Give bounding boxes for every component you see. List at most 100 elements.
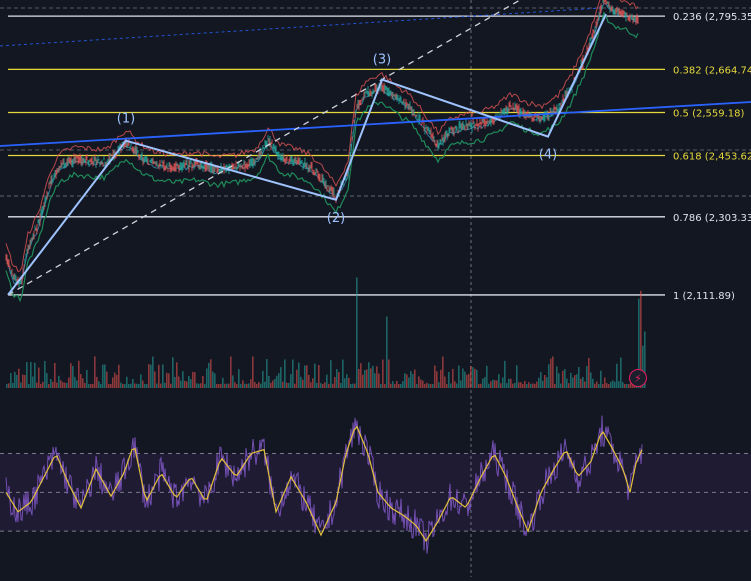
volume-bar: [368, 362, 370, 388]
volume-bar: [92, 383, 94, 388]
volume-bar: [62, 382, 64, 388]
volume-bar: [600, 370, 602, 388]
volume-bar: [414, 369, 416, 388]
trendline-blue: [0, 101, 751, 147]
volume-bar: [350, 383, 352, 388]
volume-bar: [106, 371, 108, 388]
volume-bar: [80, 374, 82, 388]
volume-bar: [286, 382, 288, 388]
volume-bar: [346, 374, 348, 388]
volume-bar: [148, 364, 150, 388]
volume-bar: [342, 359, 344, 388]
volume-bar: [584, 381, 586, 388]
volume-bar: [476, 369, 478, 388]
volume-bar: [258, 382, 260, 388]
volume-bar: [246, 383, 248, 388]
volume-bar: [94, 356, 96, 388]
volume-bar: [34, 362, 36, 388]
fib-label-0-618: 0.618 (2,453.62): [673, 152, 751, 163]
volume-bar: [116, 374, 118, 388]
volume-bar: [22, 374, 24, 388]
volume-bar: [10, 373, 12, 388]
volume-bar: [340, 382, 342, 388]
volume-bar: [140, 374, 142, 388]
volume-bar: [174, 376, 176, 388]
volume-bar: [54, 362, 56, 388]
volume-bar: [240, 383, 242, 388]
volume-bar: [316, 382, 318, 388]
volume-bar: [268, 375, 270, 388]
volume-bar: [86, 369, 88, 388]
volume-bar: [64, 382, 66, 388]
volume-bar: [556, 366, 558, 388]
volume-bar: [426, 382, 428, 388]
volume-bar: [84, 382, 86, 388]
volume-bar: [336, 369, 338, 388]
volume-bar: [614, 381, 616, 388]
volume-bar: [604, 377, 606, 388]
volume-bar: [300, 376, 302, 388]
volume-bar: [334, 377, 336, 388]
volume-bar: [170, 383, 172, 388]
volume-bar: [152, 356, 154, 388]
volume-bar: [530, 383, 532, 388]
volume-bar: [100, 383, 102, 388]
volume-bar: [528, 382, 530, 388]
volume-bar: [128, 383, 130, 388]
volume-bar: [438, 382, 440, 388]
volume-bar: [328, 383, 330, 388]
volume-bar: [624, 383, 626, 388]
volume-bar: [134, 383, 136, 388]
fib-label-0-382: 0.382 (2,664.74): [673, 65, 751, 76]
volume-bar: [56, 382, 58, 388]
volume-bar: [408, 377, 410, 388]
volume-bar: [238, 369, 240, 388]
volume-bar: [546, 377, 548, 388]
volume-bar: [28, 383, 30, 388]
volume-bar: [326, 374, 328, 388]
volume-bar: [46, 373, 48, 388]
volume-bar: [40, 383, 42, 388]
volume-bar: [454, 381, 456, 388]
volume-bar: [508, 378, 510, 388]
volume-bar: [272, 380, 274, 388]
volume-bar: [76, 380, 78, 388]
volume-bar: [348, 378, 350, 388]
volume-bar: [278, 373, 280, 388]
volume-bar: [566, 378, 568, 388]
volume-bar: [248, 383, 250, 388]
volume-bar: [172, 357, 174, 388]
volume-bar: [198, 383, 200, 388]
volume-bar: [344, 378, 346, 388]
volume-bar: [60, 380, 62, 388]
volume-bar: [20, 382, 22, 388]
volume-bar: [606, 383, 608, 388]
volume-bar: [284, 359, 286, 388]
volume-bar: [230, 356, 232, 388]
volume-bar: [622, 382, 624, 388]
volume-bar: [244, 383, 246, 388]
elliott-wave-line: [7, 13, 607, 296]
volume-bar: [526, 383, 528, 388]
volume-bar: [378, 373, 380, 388]
volume-bar: [392, 381, 394, 388]
volume-bar: [16, 375, 18, 388]
fib-label-0-5: 0.5 (2,559.18): [673, 108, 745, 119]
volume-bar: [504, 360, 506, 388]
volume-bar: [644, 331, 646, 388]
volume-bar: [494, 380, 496, 388]
volume-bar: [618, 381, 620, 388]
volume-bar: [458, 365, 460, 388]
volume-bar: [254, 382, 256, 388]
volume-bar: [36, 382, 38, 388]
volume-bar: [70, 363, 72, 388]
volume-bar: [418, 376, 420, 388]
volume-bar: [482, 378, 484, 388]
volume-bar: [98, 381, 100, 388]
volume-bar: [162, 364, 164, 388]
volume-bar: [112, 377, 114, 388]
lightning-icon[interactable]: ⚡: [629, 369, 647, 387]
volume-bar: [576, 374, 578, 388]
